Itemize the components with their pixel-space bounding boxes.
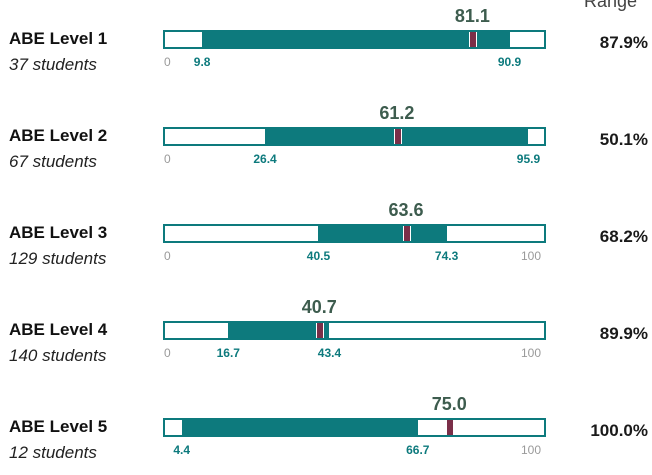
range-bar bbox=[318, 226, 447, 241]
range-bar bbox=[228, 323, 330, 338]
mean-marker bbox=[393, 129, 402, 144]
mean-marker bbox=[469, 32, 478, 47]
axis-max-label: 100 bbox=[521, 443, 542, 457]
mean-marker bbox=[316, 323, 325, 338]
range-bar bbox=[181, 420, 418, 435]
high-value-label: 74.3 bbox=[434, 249, 459, 263]
range-track bbox=[163, 127, 546, 146]
high-value-label: 90.9 bbox=[497, 55, 522, 69]
mean-marker bbox=[446, 420, 455, 435]
low-value-label: 9.8 bbox=[193, 55, 211, 69]
level-name: ABE Level 1 bbox=[9, 29, 108, 48]
level-name: ABE Level 2 bbox=[9, 126, 108, 145]
range-track bbox=[163, 418, 546, 437]
mean-label: 63.6 bbox=[388, 200, 424, 220]
level-name: ABE Level 4 bbox=[9, 320, 108, 339]
range-percent: 68.2% bbox=[599, 227, 648, 246]
range-percent: 50.1% bbox=[599, 130, 648, 149]
range-track bbox=[163, 224, 546, 243]
axis-min-label: 0 bbox=[164, 55, 171, 69]
student-count: 129 students bbox=[9, 249, 107, 268]
student-count: 67 students bbox=[9, 152, 97, 171]
mean-label: 81.1 bbox=[454, 6, 490, 26]
high-value-label: 95.9 bbox=[516, 152, 541, 166]
student-count: 12 students bbox=[9, 443, 97, 462]
range-bar bbox=[202, 32, 510, 47]
level-name: ABE Level 5 bbox=[9, 417, 108, 436]
student-count: 37 students bbox=[9, 55, 97, 74]
range-track bbox=[163, 30, 546, 49]
range-header: Range bbox=[584, 0, 638, 11]
mean-label: 40.7 bbox=[301, 297, 337, 317]
high-value-label: 43.4 bbox=[317, 346, 342, 360]
mean-marker bbox=[403, 226, 412, 241]
mean-label: 61.2 bbox=[379, 103, 415, 123]
level-name: ABE Level 3 bbox=[9, 223, 108, 242]
axis-max-label: 100 bbox=[521, 249, 542, 263]
student-count: 140 students bbox=[9, 346, 107, 365]
low-value-label: 16.7 bbox=[216, 346, 240, 360]
range-percent: 100.0% bbox=[590, 421, 648, 440]
range-track bbox=[163, 321, 546, 340]
range-percent: 89.9% bbox=[599, 324, 648, 343]
axis-max-label: 100 bbox=[521, 346, 542, 360]
range-percent: 87.9% bbox=[599, 33, 648, 52]
mean-label: 75.0 bbox=[431, 394, 467, 414]
low-value-label: 40.5 bbox=[306, 249, 331, 263]
axis-min-label: 0 bbox=[164, 249, 171, 263]
high-value-label: 66.7 bbox=[406, 443, 430, 457]
axis-min-label: 0 bbox=[164, 346, 171, 360]
low-value-label: 4.4 bbox=[173, 443, 191, 457]
low-value-label: 26.4 bbox=[253, 152, 277, 166]
axis-min-label: 0 bbox=[164, 152, 171, 166]
